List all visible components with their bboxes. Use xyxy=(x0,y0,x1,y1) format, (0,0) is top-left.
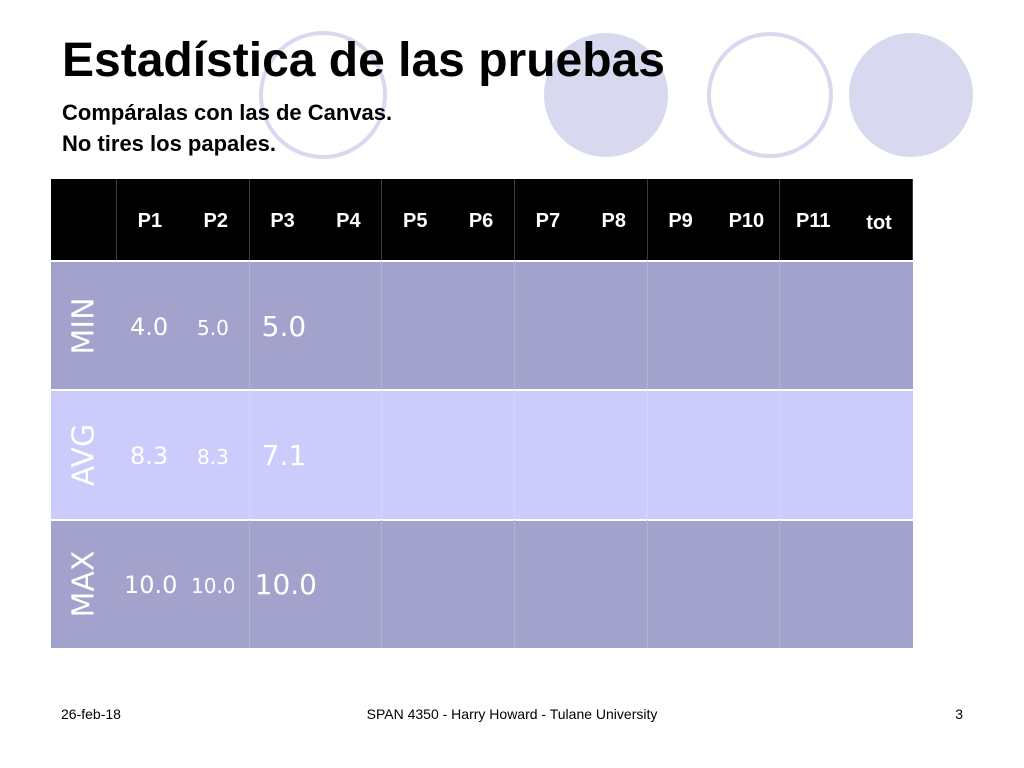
row-label-avg: AVG xyxy=(66,423,102,487)
column-header-p8: P8 xyxy=(601,210,626,232)
table-cell: 8.3 8.3 xyxy=(117,389,250,519)
table-header-cell: P7 P8 xyxy=(515,179,648,260)
table-cell: 4.0 5.0 xyxy=(117,260,250,390)
column-header-p4: P4 xyxy=(336,210,361,232)
table-header-cell: P1 P2 xyxy=(117,179,250,260)
row-label-min: MIN xyxy=(66,297,102,355)
row-label-min-cell: MIN xyxy=(51,260,117,390)
table-cell xyxy=(515,389,648,519)
column-header-tot: tot xyxy=(866,212,892,234)
slide-title: Estadística de las pruebas xyxy=(62,34,665,87)
row-label-avg-cell: AVG xyxy=(51,389,117,519)
table-header-corner xyxy=(51,179,117,260)
avg-p1-value: 8.3 xyxy=(130,442,169,471)
column-header-p1: P1 xyxy=(137,210,163,232)
table-cell xyxy=(515,518,648,648)
column-header-p2: P2 xyxy=(203,210,228,232)
avg-p2-value: 8.3 xyxy=(197,445,229,470)
decor-circle-outline-1 xyxy=(259,31,387,159)
max-p1-value: 10.0 xyxy=(124,570,178,599)
table-cell xyxy=(780,389,913,519)
stats-table: P1 P2 P3 P4 P5 P6 P7 P8 P9 P10 P11 tot M… xyxy=(51,179,913,648)
column-header-p6: P6 xyxy=(468,210,494,232)
table-cell: 7.1 xyxy=(249,389,383,519)
table-cell xyxy=(647,518,781,648)
max-p2-value: 10.0 xyxy=(191,573,236,598)
table-cell xyxy=(382,389,515,519)
column-header-p9: P9 xyxy=(668,210,693,232)
avg-p3-value: 7.1 xyxy=(261,439,307,473)
table-header-cell: P5 P6 xyxy=(382,179,515,260)
max-p3-value: 10.0 xyxy=(254,567,317,601)
footer-course: SPAN 4350 - Harry Howard - Tulane Univer… xyxy=(366,706,658,722)
decor-circle-filled-1 xyxy=(544,33,668,157)
subtitle-line-1: Compáralas con las de Canvas. xyxy=(62,100,393,125)
column-header-p3: P3 xyxy=(270,210,295,232)
table-cell xyxy=(780,260,913,390)
table-cell xyxy=(382,518,515,648)
table-cell xyxy=(382,260,515,390)
row-label-max: MAX xyxy=(66,550,102,618)
min-p1-value: 4.0 xyxy=(130,313,169,341)
row-label-max-cell: MAX xyxy=(51,518,117,648)
min-p3-value: 5.0 xyxy=(261,310,307,343)
subtitle-line-2: No tires los papales. xyxy=(62,131,276,156)
table-cell xyxy=(647,389,781,519)
column-header-p5: P5 xyxy=(403,210,428,232)
decor-circle-outline-2 xyxy=(707,32,833,158)
table-header-cell: P9 P10 xyxy=(647,179,781,260)
table-cell xyxy=(780,518,913,648)
table-cell xyxy=(515,260,648,390)
footer-page-number: 3 xyxy=(955,706,963,722)
table-header-cell: P11 tot xyxy=(780,179,913,260)
min-p2-value: 5.0 xyxy=(197,316,229,340)
decor-circle-filled-2 xyxy=(849,33,973,157)
column-header-p7: P7 xyxy=(535,210,561,232)
column-header-p11: P11 xyxy=(796,210,831,232)
table-cell xyxy=(647,260,781,390)
column-header-p10: P10 xyxy=(728,210,765,232)
table-cell: 10.0 xyxy=(249,518,383,648)
table-cell: 5.0 xyxy=(249,260,383,390)
table-cell: 10.0 10.0 xyxy=(117,518,250,648)
footer-date: 26-feb-18 xyxy=(61,706,121,722)
table-header-cell: P3 P4 xyxy=(249,179,383,260)
